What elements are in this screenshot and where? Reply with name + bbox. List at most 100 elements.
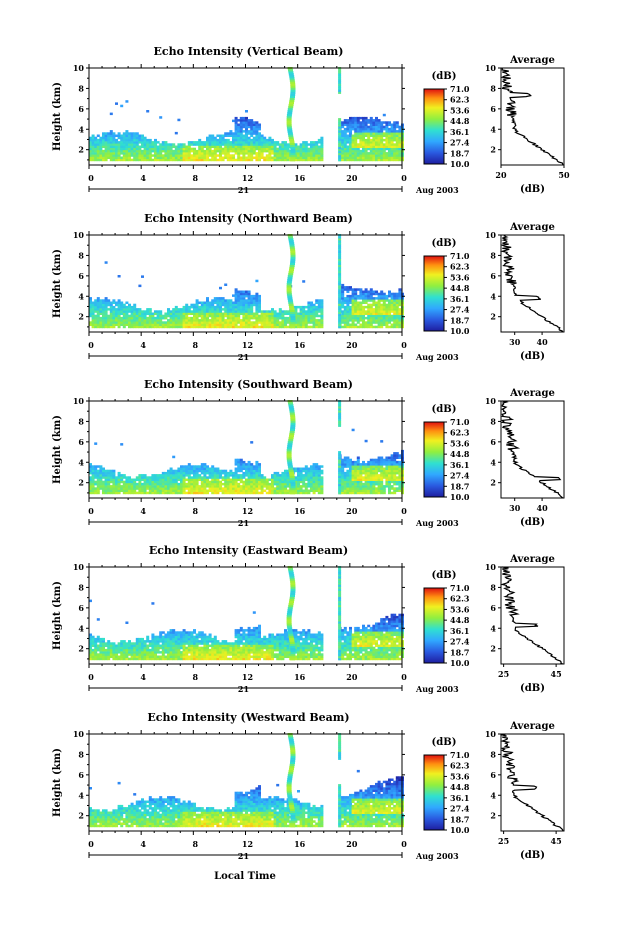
echo-cell (130, 325, 134, 329)
echo-cell (398, 319, 402, 322)
echo-cell (341, 132, 345, 135)
echo-cell (89, 143, 92, 146)
plume-cell (287, 461, 293, 464)
echo-cell (362, 138, 365, 142)
echo-cell (138, 646, 142, 650)
echo-cell (174, 154, 178, 157)
echo-cell (190, 469, 194, 473)
echo-cell (232, 138, 235, 142)
echo-cell (109, 325, 113, 329)
echo-cell (102, 474, 105, 477)
echo-cell (354, 325, 358, 329)
echo-cell (258, 305, 261, 309)
echo-cell (195, 149, 199, 153)
echo-cell (107, 325, 111, 329)
echo-cell (380, 127, 384, 131)
plume-cell (289, 79, 295, 82)
echo-cell (187, 323, 191, 326)
plume-cell (338, 301, 342, 304)
echo-cell (388, 469, 391, 473)
plume-cell (338, 299, 342, 302)
echo-cell (271, 152, 274, 155)
echo-cell (346, 119, 350, 122)
echo-cell (135, 152, 139, 155)
echo-cell (315, 143, 319, 146)
echo-cell (167, 478, 170, 481)
echo-cell (141, 642, 144, 645)
echo-cell (372, 478, 376, 481)
echo-cell (388, 474, 391, 477)
echo-cell (320, 319, 324, 322)
echo-cell (377, 134, 381, 137)
echo-cell (367, 310, 371, 313)
echo-cell (135, 644, 139, 647)
echo-cell (356, 460, 360, 464)
echo-cell (375, 152, 378, 155)
plume-cell (286, 289, 292, 292)
echo-cell (385, 471, 389, 475)
echo-cell (195, 314, 199, 318)
echo-cell (89, 310, 92, 313)
echo-cell (260, 143, 264, 146)
echo-cell (310, 158, 313, 162)
echo-cell (94, 465, 98, 468)
echo-cell (395, 297, 399, 300)
echo-cell (263, 323, 267, 326)
echo-cell (130, 136, 134, 140)
echo-cell (117, 301, 121, 304)
echo-cell (380, 480, 384, 484)
echo-cell (395, 134, 399, 137)
echo-cell (237, 147, 241, 151)
echo-cell (120, 321, 124, 324)
echo-cell (252, 145, 256, 148)
echo-cell (297, 489, 300, 492)
echo-cell (219, 147, 222, 151)
echo-cell (213, 308, 217, 311)
echo-cell (351, 121, 355, 124)
echo-cell (372, 149, 376, 153)
echo-cell (146, 149, 150, 153)
echo-cell (234, 158, 238, 162)
echo-cell (177, 467, 181, 470)
echo-cell (216, 476, 220, 479)
echo-cell (99, 143, 103, 146)
echo-cell (393, 292, 397, 296)
echo-cell (398, 454, 402, 457)
echo-cell (167, 154, 170, 157)
echo-cell (161, 476, 165, 479)
echo-cell (268, 156, 272, 159)
echo-cell (278, 314, 282, 318)
plume-cell (338, 258, 342, 261)
echo-cell (255, 130, 259, 133)
echo-cell (117, 471, 121, 475)
x-tick-label: 12 (242, 173, 253, 183)
echo-cell (122, 147, 126, 151)
echo-cell (320, 469, 324, 473)
echo-cell (372, 299, 376, 302)
echo-cell (364, 323, 368, 326)
echo-cell (200, 312, 204, 315)
echo-cell (354, 147, 358, 151)
echo-cell (120, 152, 124, 155)
echo-cell (250, 297, 254, 300)
echo-cell (388, 467, 391, 470)
echo-cell (141, 141, 144, 144)
echo-cell (112, 325, 116, 329)
echo-cell (299, 467, 303, 470)
echo-cell (224, 491, 228, 495)
x-tick-label: 4 (140, 340, 146, 350)
echo-cell (250, 441, 254, 444)
echo-cell (133, 143, 137, 146)
echo-cell (203, 482, 207, 486)
echo-cell (221, 141, 225, 144)
echo-cell (252, 487, 256, 490)
echo-cell (161, 149, 165, 153)
echo-cell (148, 319, 152, 322)
echo-cell (164, 149, 168, 153)
echo-cell (120, 478, 124, 481)
echo-cell (375, 292, 378, 296)
echo-cell (395, 121, 399, 124)
echo-cell (128, 646, 131, 650)
echo-cell (242, 316, 246, 320)
echo-cell (206, 308, 209, 311)
